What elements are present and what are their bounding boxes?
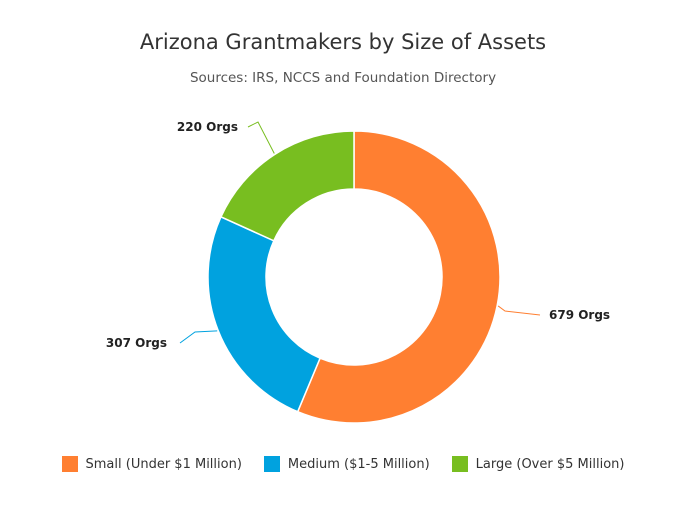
legend-label-small: Small (Under $1 Million) (85, 456, 242, 472)
connector-line-medium (179, 330, 218, 344)
connector-line-large (247, 121, 275, 154)
data-label-medium: 307 Orgs (106, 336, 167, 350)
legend-item-large[interactable]: Large (Over $5 Million) (451, 456, 625, 472)
donut-slice-medium[interactable] (207, 215, 322, 413)
data-label-small: 679 Orgs (549, 308, 610, 322)
donut-slice-small[interactable] (296, 130, 501, 424)
legend-swatch-medium (263, 456, 280, 472)
chart-title: Arizona Grantmakers by Size of Assets (139, 30, 547, 54)
legend-swatch-small (61, 456, 78, 472)
chart-subtitle: Sources: IRS, NCCS and Foundation Direct… (189, 70, 497, 86)
legend: Small (Under $1 Million) Medium ($1-5 Mi… (0, 456, 686, 472)
legend-item-small[interactable]: Small (Under $1 Million) (61, 456, 242, 472)
legend-label-medium: Medium ($1-5 Million) (287, 456, 430, 472)
data-label-large: 220 Orgs (177, 120, 238, 134)
legend-item-medium[interactable]: Medium ($1-5 Million) (263, 456, 430, 472)
donut-slice-large[interactable] (219, 130, 355, 242)
connector-line-small (497, 305, 541, 316)
legend-label-large: Large (Over $5 Million) (475, 456, 625, 472)
legend-swatch-large (451, 456, 468, 472)
